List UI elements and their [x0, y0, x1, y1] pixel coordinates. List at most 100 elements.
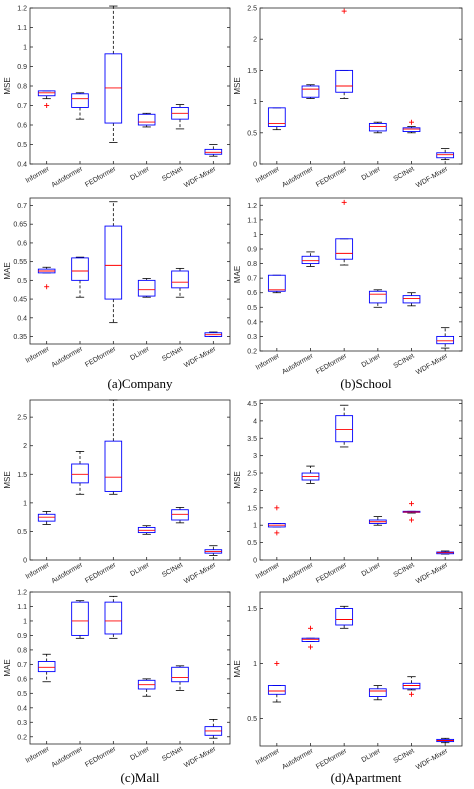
box-wdf-mixer: [436, 550, 455, 555]
x-tick-label: Informer: [25, 745, 52, 764]
y-tick-label: 0: [253, 558, 257, 565]
box-iqr: [137, 113, 156, 126]
x-tick-label: DLiner: [360, 747, 382, 764]
y-tick-label: 0.7: [247, 276, 257, 283]
box-iqr: [267, 107, 286, 128]
box-autoformer: [71, 451, 89, 495]
box-iqr: [204, 148, 223, 155]
box-dliner: [137, 112, 156, 128]
y-tick-label: 0: [23, 558, 27, 565]
box-autoformer: [71, 256, 89, 298]
x-tick-label: WDF-Mixer: [415, 561, 450, 585]
y-tick-label: 1.1: [17, 604, 27, 611]
x-tick-label: DLiner: [129, 745, 151, 762]
y-tick-label: 0.8: [17, 647, 27, 654]
y-tick-label: 0.7: [17, 662, 27, 669]
x-tick-label: DLiner: [129, 561, 151, 578]
box-iqr: [335, 69, 354, 93]
caption-school: (b)School: [340, 376, 392, 391]
x-tick-label: FEDformer: [315, 747, 349, 771]
box-iqr: [37, 661, 56, 673]
box-iqr: [104, 225, 123, 300]
plot-area: [29, 7, 231, 165]
box-fedformer: [335, 199, 354, 266]
x-tick-label: Autoformer: [51, 745, 85, 769]
box-dliner: [137, 525, 156, 535]
x-tick-label: DLiner: [129, 345, 151, 362]
y-tick-label: 1.5: [247, 505, 257, 512]
y-tick-label: 1.5: [247, 606, 257, 613]
x-tick-label: SCINet: [161, 166, 184, 183]
box-wdf-mixer: [436, 327, 455, 349]
box-iqr: [71, 93, 89, 108]
y-tick-label: 0: [253, 162, 257, 169]
box-informer: [267, 107, 286, 131]
box-scinet: [171, 665, 189, 691]
y-tick-label: 0.4: [247, 319, 257, 326]
y-tick-label: 2.5: [247, 6, 257, 13]
y-tick-label: 1.2: [17, 6, 27, 13]
x-tick-label: FEDformer: [84, 561, 118, 585]
box-dliner: [368, 289, 387, 308]
y-tick-label: 0.4: [17, 162, 27, 169]
x-tick-label: DLiner: [360, 165, 382, 182]
box-iqr: [301, 637, 320, 642]
plot-area: [259, 197, 463, 352]
x-tick-label: FEDformer: [315, 561, 349, 585]
box-wdf-mixer: [204, 331, 223, 337]
chart-panel-2: 0 0.5 1 1.5 2 2.5 MSE Informer Autoformer FEDform…: [233, 6, 463, 189]
y-tick-label: 1.2: [17, 590, 27, 597]
box-scinet: [402, 119, 421, 134]
y-tick-label: 2: [253, 488, 257, 495]
x-tick-label: Informer: [255, 561, 282, 580]
box-informer: [37, 266, 56, 290]
box-scinet: [402, 292, 421, 307]
y-axis-label: MSE: [233, 77, 242, 94]
box-wdf-mixer: [204, 718, 223, 739]
y-tick-label: 0.3: [247, 334, 257, 341]
y-tick-label: 1.2: [247, 203, 257, 210]
box-iqr: [368, 688, 387, 697]
x-tick-label: SCINet: [161, 746, 184, 763]
box-iqr: [301, 255, 320, 265]
box-autoformer: [301, 84, 320, 99]
y-tick-label: 0.45: [13, 297, 27, 304]
y-tick-label: 0.7: [17, 203, 27, 210]
box-iqr: [267, 274, 286, 292]
x-tick-label: FEDformer: [84, 345, 118, 369]
y-tick-label: 1.1: [247, 217, 257, 224]
x-tick-label: Informer: [25, 165, 52, 184]
y-tick-label: 0.8: [17, 84, 27, 91]
box-iqr: [301, 85, 320, 98]
box-autoformer: [71, 600, 89, 639]
y-tick-label: 1.1: [17, 25, 27, 32]
box-iqr: [71, 257, 89, 281]
y-tick-label: 0.6: [247, 290, 257, 297]
box-iqr: [402, 295, 421, 304]
x-tick-label: Autoformer: [281, 165, 315, 189]
box-wdf-mixer: [436, 147, 455, 161]
x-tick-label: WDF-Mixer: [183, 165, 218, 189]
box-informer: [267, 661, 286, 703]
x-tick-label: WDF-Mixer: [183, 345, 218, 369]
x-tick-label: Autoformer: [51, 345, 85, 369]
box-iqr: [368, 122, 387, 132]
box-iqr: [402, 682, 421, 690]
x-tick-label: FEDformer: [315, 352, 349, 376]
caption-company: (a)Company: [108, 376, 173, 391]
box-iqr: [104, 601, 123, 635]
x-tick-label: WDF-Mixer: [183, 561, 218, 585]
box-iqr: [335, 608, 354, 626]
y-tick-label: 1: [23, 45, 27, 52]
y-tick-label: 0.8: [247, 261, 257, 268]
box-iqr: [335, 238, 354, 260]
y-tick-label: 0.9: [17, 633, 27, 640]
box-autoformer: [301, 465, 320, 484]
x-tick-label: Informer: [25, 561, 52, 580]
outlier-marker: [44, 284, 50, 290]
y-tick-label: 3.5: [247, 436, 257, 443]
x-tick-label: DLiner: [129, 165, 151, 182]
y-tick-label: 0.55: [13, 259, 27, 266]
box-dliner: [137, 678, 156, 697]
box-scinet: [402, 676, 421, 697]
